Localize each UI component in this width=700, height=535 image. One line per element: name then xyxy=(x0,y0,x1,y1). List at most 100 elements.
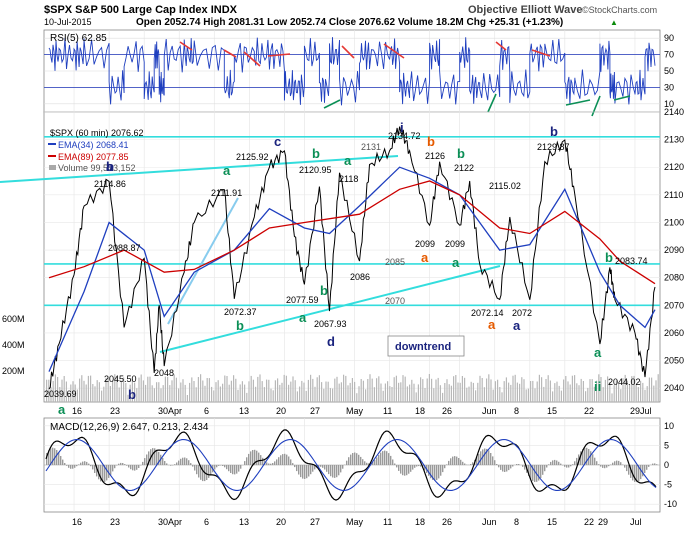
volume-bar xyxy=(83,381,84,402)
volume-bar xyxy=(156,382,157,402)
volume-bar xyxy=(233,375,234,402)
macd-histogram-bar xyxy=(244,461,245,465)
macd-histogram-bar xyxy=(396,465,397,467)
volume-bar xyxy=(218,380,219,402)
volume-bar xyxy=(86,385,87,403)
volume-bar xyxy=(477,383,478,402)
volume-bar xyxy=(141,375,142,403)
volume-bar xyxy=(658,374,659,402)
macd-histogram-bar xyxy=(112,465,113,471)
volume-bar xyxy=(231,381,232,402)
macd-histogram-bar xyxy=(448,461,449,465)
macd-histogram-bar xyxy=(480,451,481,465)
volume-bar xyxy=(446,379,447,402)
macd-histogram-bar xyxy=(146,455,147,466)
macd-histogram-bar xyxy=(92,465,93,469)
macd-histogram-bar xyxy=(62,460,63,465)
macd-histogram-bar xyxy=(348,457,349,465)
price-label: 2072.37 xyxy=(224,307,257,317)
macd-histogram-bar xyxy=(72,465,73,469)
date-tick: 8 xyxy=(514,517,519,527)
macd-histogram-bar xyxy=(614,461,615,465)
level-label: 2070 xyxy=(385,296,405,306)
macd-histogram-bar xyxy=(248,454,249,465)
macd-histogram-bar xyxy=(510,465,511,468)
volume-bar xyxy=(453,376,454,402)
volume-bar xyxy=(174,374,175,402)
volume-bar xyxy=(413,384,414,402)
volume-bar xyxy=(585,391,586,402)
macd-histogram-bar xyxy=(216,465,217,467)
macd-histogram-bar xyxy=(382,451,383,465)
wave-label: a xyxy=(452,255,460,270)
price-label: 2126 xyxy=(425,151,445,161)
date-tick: 13 xyxy=(239,406,249,416)
macd-histogram-bar xyxy=(356,453,357,465)
macd-histogram-bar xyxy=(412,465,413,470)
volume-bar xyxy=(262,381,263,402)
volume-bar xyxy=(334,379,335,402)
macd-histogram-bar xyxy=(130,465,131,469)
macd-histogram-bar xyxy=(568,465,569,468)
price-label: 2114.86 xyxy=(94,179,126,189)
date-tick: 18 xyxy=(415,517,425,527)
price-tick: 2140 xyxy=(664,107,684,117)
macd-histogram-bar xyxy=(326,465,327,472)
macd-histogram-bar xyxy=(306,465,307,478)
date-tick: 23 xyxy=(110,517,120,527)
rsi-tick: 90 xyxy=(664,33,674,43)
macd-histogram-bar xyxy=(218,465,219,466)
macd-histogram-bar xyxy=(552,460,553,465)
volume-bar xyxy=(440,385,441,402)
volume-bar xyxy=(559,386,560,402)
up-arrow-icon: ▲ xyxy=(610,18,618,27)
macd-histogram-bar xyxy=(134,465,135,471)
macd-tick: 0 xyxy=(664,460,669,470)
macd-histogram-bar xyxy=(340,465,341,472)
macd-histogram-bar xyxy=(272,463,273,465)
volume-bar xyxy=(347,385,348,402)
macd-histogram-bar xyxy=(90,465,91,466)
macd-histogram-bar xyxy=(208,465,209,478)
volume-bar xyxy=(279,385,280,402)
volume-bar xyxy=(306,391,307,402)
volume-bar xyxy=(259,374,260,402)
volume-bar xyxy=(482,378,483,402)
volume-bar xyxy=(125,383,126,402)
volume-bar xyxy=(545,379,546,402)
wave-label: a xyxy=(223,163,231,178)
macd-histogram-bar xyxy=(524,465,525,470)
volume-bar xyxy=(229,385,230,402)
volume-bar xyxy=(455,375,456,402)
macd-histogram-bar xyxy=(70,465,71,469)
volume-bar xyxy=(523,379,524,402)
macd-histogram-bar xyxy=(268,464,269,466)
macd-histogram-bar xyxy=(120,463,121,465)
volume-bar xyxy=(394,377,395,402)
wave-label: i xyxy=(400,120,404,135)
wave-label: a xyxy=(58,402,66,417)
price-tick: 2110 xyxy=(664,190,683,200)
macd-histogram-bar xyxy=(402,465,403,475)
wave-label: a xyxy=(513,318,521,333)
volume-bar xyxy=(290,382,291,402)
macd-histogram-bar xyxy=(178,461,179,465)
volume-bar xyxy=(385,384,386,403)
price-label: 2048 xyxy=(154,368,174,378)
volume-bar xyxy=(136,388,137,402)
macd-histogram-bar xyxy=(418,465,419,466)
volume-bar xyxy=(167,377,168,402)
macd-histogram-bar xyxy=(498,465,499,467)
macd-histogram-bar xyxy=(366,463,367,465)
macd-histogram-bar xyxy=(518,464,519,465)
macd-histogram-bar xyxy=(142,462,143,465)
macd-histogram-bar xyxy=(604,465,605,468)
ohlc-line: Open 2052.74 High 2081.31 Low 2052.74 Cl… xyxy=(136,17,563,28)
volume-bar xyxy=(651,378,652,402)
macd-histogram-bar xyxy=(144,458,145,465)
macd-histogram-bar xyxy=(564,465,565,467)
volume-bar xyxy=(226,376,227,402)
volume-bar xyxy=(275,380,276,402)
macd-histogram-bar xyxy=(612,463,613,465)
volume-bar xyxy=(369,374,370,402)
